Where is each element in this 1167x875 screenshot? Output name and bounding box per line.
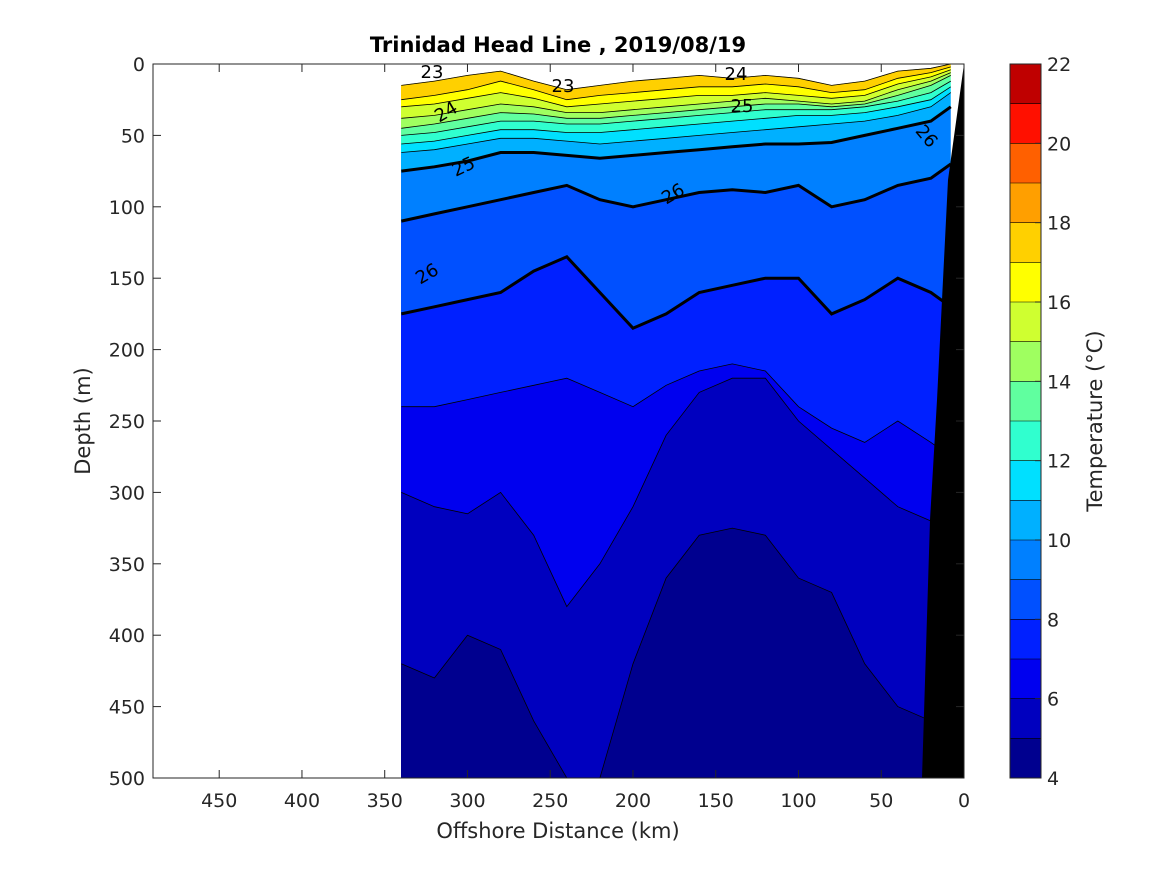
isoline-8 <box>400 255 952 330</box>
y-tick-label: 350 <box>109 554 145 576</box>
isolines <box>400 64 952 778</box>
isoline-12 <box>401 86 952 145</box>
isoline-14 <box>401 75 951 129</box>
y-tick-label: 200 <box>109 340 145 362</box>
y-tick-label: 300 <box>109 482 145 504</box>
x-tick-label: 450 <box>201 790 237 812</box>
colorbar-tick-label: 6 <box>1047 689 1059 711</box>
isoline-9 <box>400 162 952 223</box>
x-tick-label: 100 <box>780 790 816 812</box>
isoline-7 <box>401 363 952 458</box>
colorbar-tick-label: 12 <box>1047 451 1071 473</box>
x-axis-label: Offshore Distance (km) <box>436 819 679 843</box>
y-tick-label: 150 <box>109 268 145 290</box>
colorbar: 4 6 8 10 12 14 16 18 20 22 <box>1009 54 1071 790</box>
y-tick-label: 0 <box>133 54 145 76</box>
colorbar-swatch <box>1010 460 1041 501</box>
colorbar-tick-label: 22 <box>1047 54 1071 76</box>
colorbar-swatch <box>1010 302 1041 342</box>
x-tick-label: 0 <box>958 790 970 812</box>
x-tick-label: 200 <box>615 790 651 812</box>
seafloor-bathymetry <box>922 64 964 778</box>
colorbar-swatch <box>1010 341 1041 382</box>
y-axis-label: Depth (m) <box>71 367 95 474</box>
colorbar-swatch <box>1010 659 1041 699</box>
colorbar-swatch <box>1010 222 1041 263</box>
colorbar-swatch <box>1010 143 1041 183</box>
colorbar-swatch <box>1010 619 1041 659</box>
chart-title: Trinidad Head Line , 2019/08/19 <box>370 33 746 57</box>
x-axis: 450 400 350 300 250 200 150 100 50 0 <box>201 64 970 812</box>
colorbar-tick-label: 16 <box>1047 292 1071 314</box>
contour-label: 23 <box>552 76 575 97</box>
x-tick-label: 150 <box>698 790 734 812</box>
isoline-18 <box>401 64 951 91</box>
isoline-5 <box>401 527 952 778</box>
colorbar-tick-label: 18 <box>1047 213 1071 235</box>
x-tick-label: 250 <box>532 790 568 812</box>
colorbar-swatch <box>1010 421 1041 461</box>
colorbar-tick-label: 20 <box>1047 133 1071 155</box>
isoline-6 <box>401 377 952 608</box>
colorbar-swatch <box>1010 738 1041 778</box>
isoline-10 <box>401 105 952 173</box>
colorbar-tick-label: 8 <box>1047 609 1059 631</box>
temperature-bands <box>401 64 964 778</box>
colorbar-swatch <box>1010 579 1041 620</box>
colorbar-swatch <box>1010 381 1041 421</box>
colorbar-frame <box>1009 63 1042 779</box>
isoline-15 <box>401 72 951 119</box>
colorbar-swatch <box>1010 183 1041 223</box>
colorbar-label: Temperature (°C) <box>1083 330 1107 512</box>
y-tick-label: 100 <box>109 197 145 219</box>
colorbar-swatch <box>1010 64 1041 104</box>
x-tick-label: 300 <box>449 790 485 812</box>
band-4-5 <box>401 527 952 778</box>
y-tick-label: 400 <box>109 625 145 647</box>
y-tick-label: 500 <box>109 768 145 790</box>
y-tick-label: 250 <box>109 411 145 433</box>
colorbar-swatch <box>1010 698 1041 739</box>
isoline-13 <box>401 80 952 136</box>
colorbar-swatch <box>1010 262 1041 302</box>
colorbar-swatch <box>1010 500 1041 540</box>
isoline-16 <box>401 69 951 108</box>
contour-label: 23 <box>421 62 444 83</box>
isoline-17 <box>401 66 951 101</box>
colorbar-tick-label: 14 <box>1047 371 1071 393</box>
y-tick-label: 50 <box>121 125 145 147</box>
contour-label: 24 <box>725 64 748 85</box>
y-axis: 0 50 100 150 200 250 300 350 400 450 500 <box>109 54 964 790</box>
colorbar-swatch <box>1010 103 1041 144</box>
x-tick-label: 400 <box>284 790 320 812</box>
y-tick-label: 450 <box>109 697 145 719</box>
colorbar-tick-label: 10 <box>1047 530 1071 552</box>
colorbar-tick-label: 4 <box>1047 768 1059 790</box>
colorbar-swatch <box>1010 540 1041 580</box>
x-tick-label: 350 <box>367 790 403 812</box>
x-tick-label: 50 <box>869 790 893 812</box>
contour-label: 25 <box>731 96 754 117</box>
isoline-11 <box>401 92 952 153</box>
